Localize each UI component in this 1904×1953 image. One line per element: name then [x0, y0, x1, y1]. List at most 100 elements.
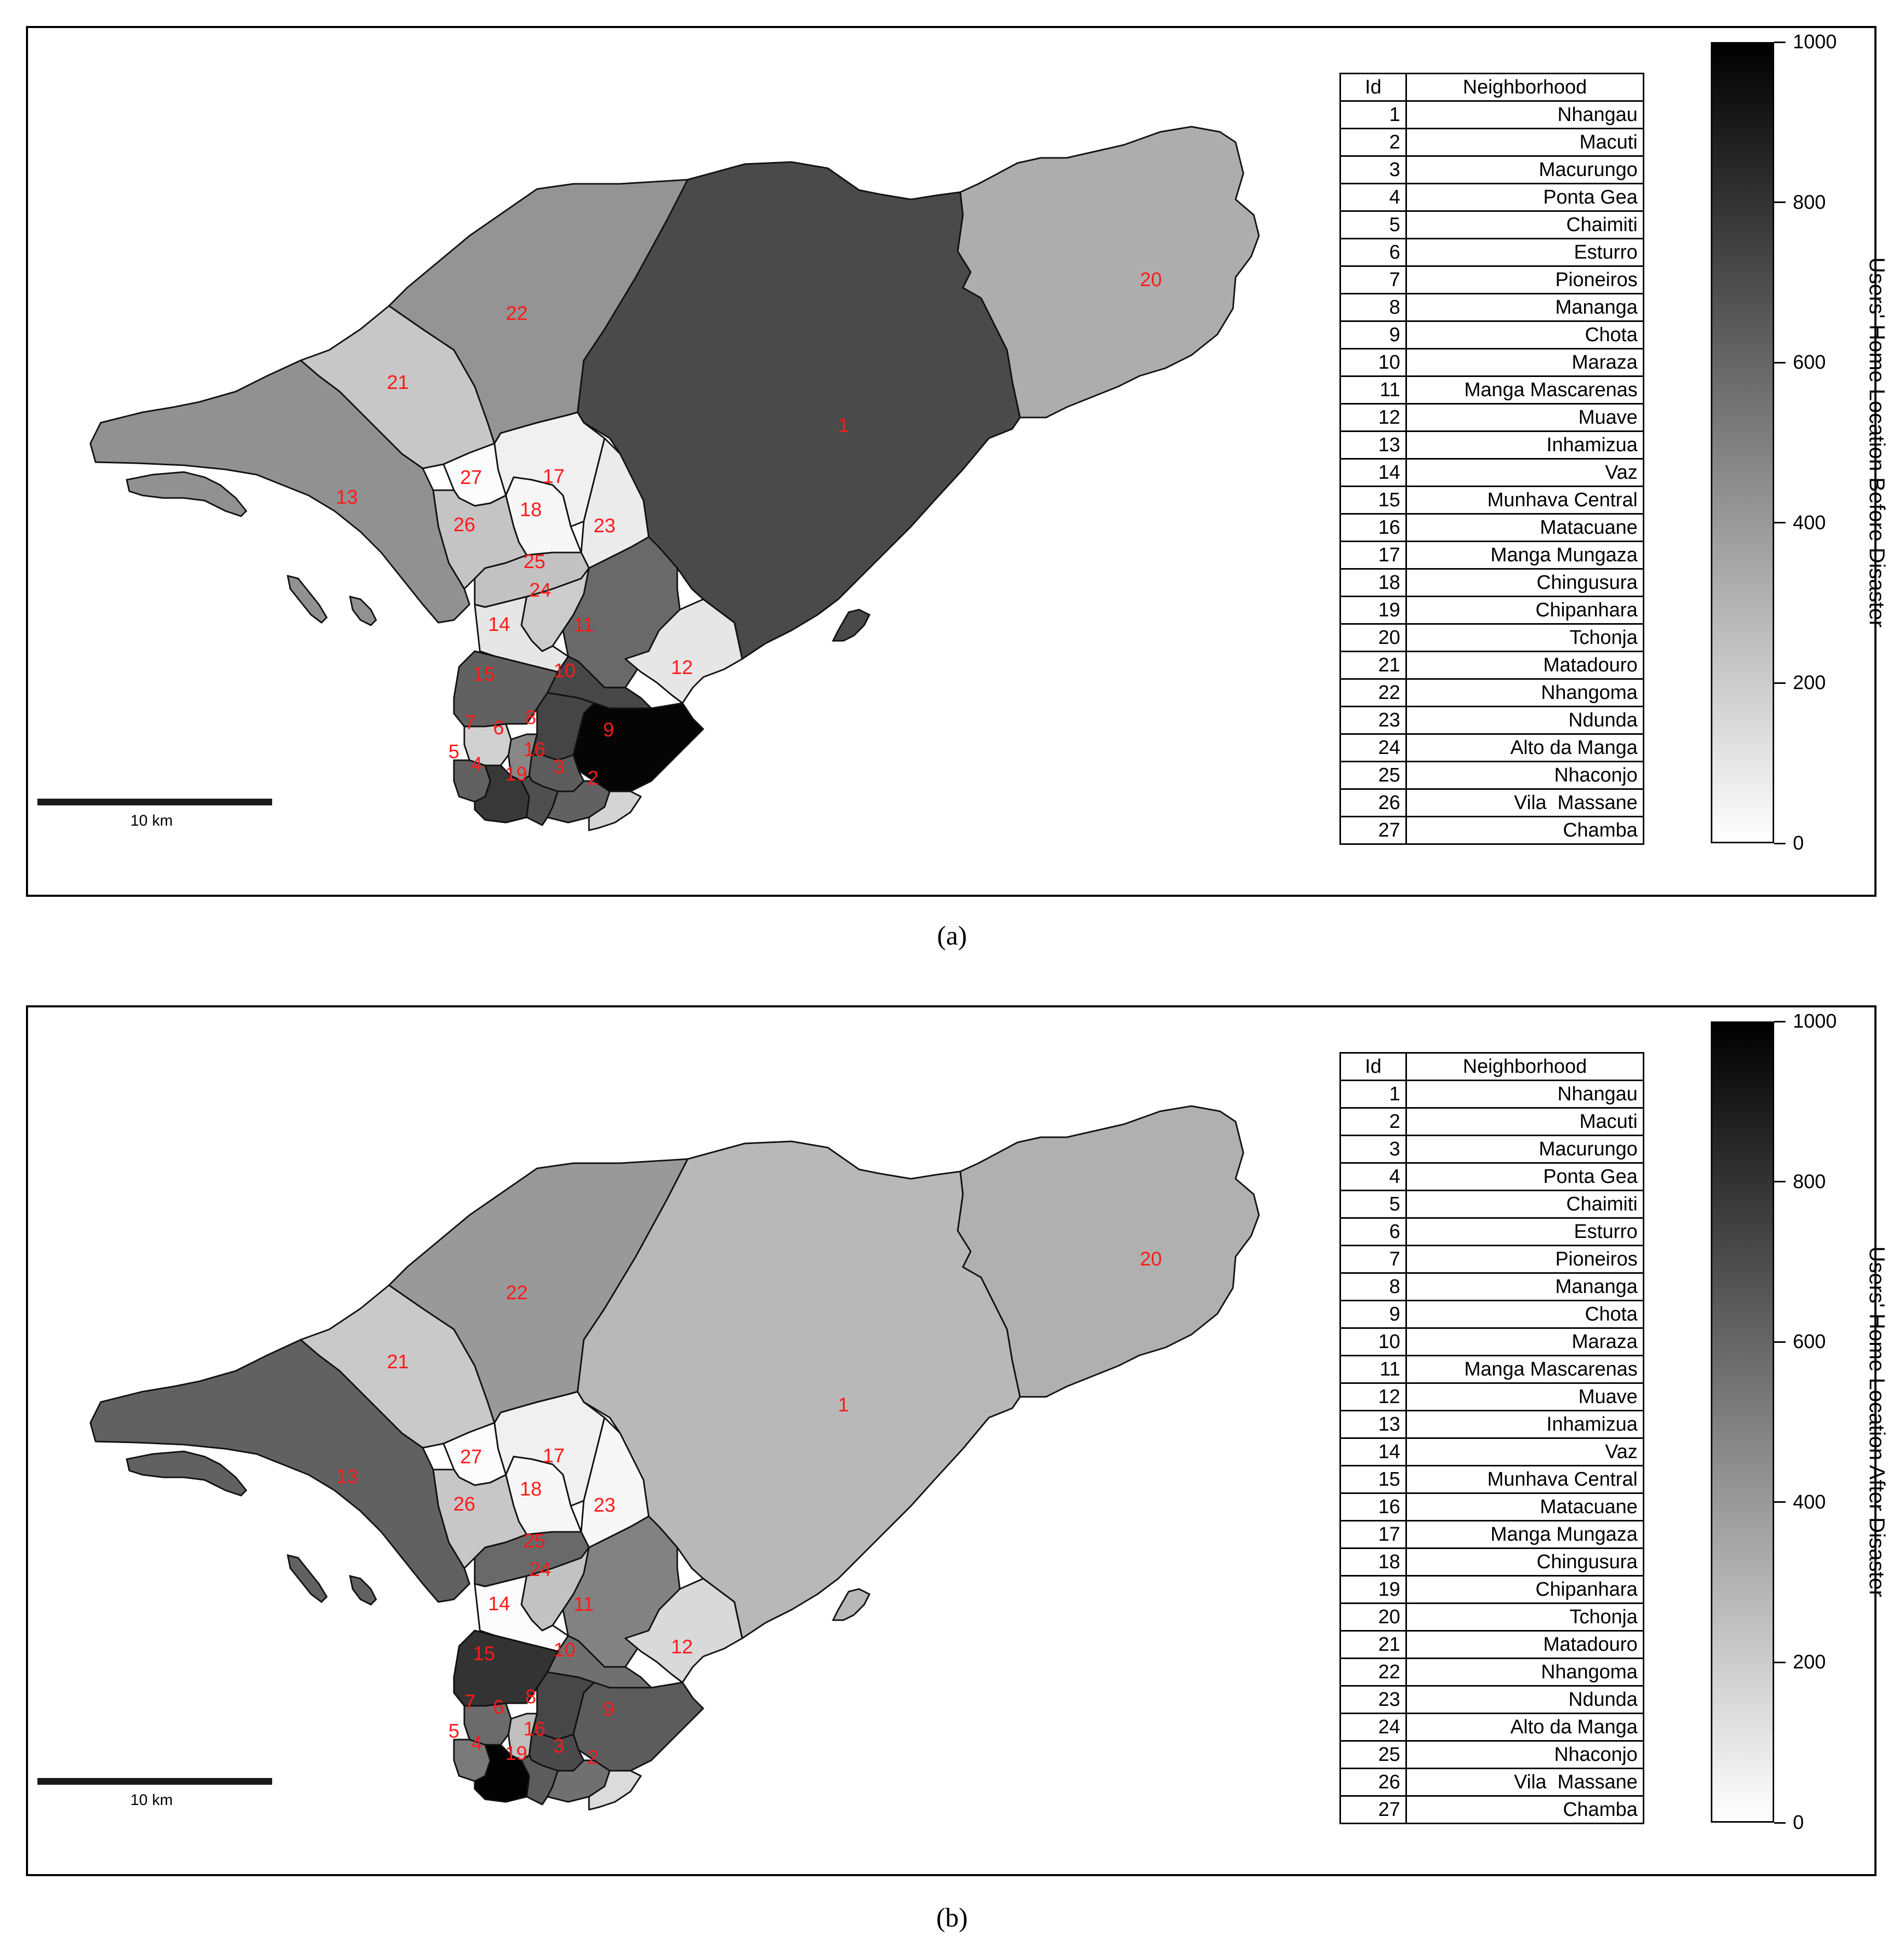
colorbar-title: Users' Home Location Before Disaster — [1865, 257, 1889, 628]
table-cell-id: 16 — [1339, 1492, 1407, 1521]
table-cell-neighborhood: Chamba — [1405, 816, 1644, 845]
table-cell-id: 18 — [1339, 568, 1407, 597]
table-cell-id: 22 — [1339, 1658, 1407, 1687]
table-cell-id: 20 — [1339, 623, 1407, 652]
region-label-16: 16 — [524, 1718, 545, 1740]
table-cell-id: 3 — [1339, 155, 1407, 184]
region-label-14: 14 — [488, 1593, 510, 1615]
table-cell-neighborhood: Matacuane — [1405, 513, 1644, 542]
region-label-26: 26 — [453, 514, 475, 536]
table-row: 23 Ndunda — [1339, 706, 1644, 735]
colorbar-tick-label: 0 — [1793, 832, 1804, 854]
table-cell-id: 5 — [1339, 210, 1407, 239]
table-cell-id: 26 — [1339, 788, 1407, 817]
table-cell-neighborhood: Manga Mascarenas — [1405, 375, 1644, 405]
colorbar-tick — [1774, 41, 1786, 43]
region-label-9: 9 — [603, 719, 614, 741]
table-row: 25 Nhaconjo — [1339, 1740, 1644, 1769]
table-cell-neighborhood: Ndunda — [1405, 1685, 1644, 1714]
table-cell-neighborhood: Manga Mascarenas — [1405, 1355, 1644, 1384]
table-cell-neighborhood: Pioneiros — [1405, 265, 1644, 294]
table-cell-neighborhood: Chaimiti — [1405, 210, 1644, 239]
region-label-2: 2 — [587, 767, 598, 789]
table-cell-neighborhood: Maraza — [1405, 348, 1644, 377]
region-label-22: 22 — [506, 1282, 528, 1304]
region-label-4: 4 — [471, 753, 482, 775]
table-header-neighborhood: Neighborhood — [1405, 73, 1644, 102]
table-row: 27 Chamba — [1339, 816, 1644, 845]
table-cell-id: 1 — [1339, 1080, 1407, 1109]
neighborhood-region-23 — [580, 1417, 650, 1548]
region-label-12: 12 — [671, 657, 693, 679]
table-cell-id: 2 — [1339, 1107, 1407, 1136]
region-label-19: 19 — [505, 763, 527, 785]
table-cell-id: 9 — [1339, 1300, 1407, 1329]
table-cell-neighborhood: Vila Massane — [1405, 788, 1644, 817]
table-cell-id: 24 — [1339, 733, 1407, 762]
table-row: 22 Nhangoma — [1339, 678, 1644, 707]
table-row: 11 Manga Mascarenas — [1339, 1355, 1644, 1384]
colorbar-tick-label: 400 — [1793, 1491, 1826, 1513]
table-row: 5 Chaimiti — [1339, 1190, 1644, 1219]
table-row: 8 Mananga — [1339, 293, 1644, 322]
table-cell-id: 26 — [1339, 1768, 1407, 1797]
table-cell-id: 22 — [1339, 678, 1407, 707]
table-row: 3 Macurungo — [1339, 155, 1644, 184]
table-cell-neighborhood: Chingusura — [1405, 568, 1644, 597]
table-cell-neighborhood: Chota — [1405, 1300, 1644, 1329]
table-row: 9 Chota — [1339, 1300, 1644, 1329]
colorbar-tick — [1774, 361, 1786, 363]
table-cell-neighborhood: Mananga — [1405, 1272, 1644, 1301]
region-label-5: 5 — [448, 741, 459, 763]
region-label-27: 27 — [460, 467, 482, 489]
colorbar-tick-label: 1000 — [1793, 31, 1837, 53]
table-cell-id: 7 — [1339, 265, 1407, 294]
table-cell-neighborhood: Manga Mungaza — [1405, 541, 1644, 570]
neighborhood-region-27 — [443, 1422, 507, 1486]
neighborhood-region-22 — [388, 1158, 689, 1424]
table-cell-id: 23 — [1339, 706, 1407, 735]
table-cell-id: 21 — [1339, 1630, 1407, 1659]
island-shape — [126, 1450, 248, 1497]
neighborhood-region-23 — [580, 437, 650, 569]
table-cell-neighborhood: Munhava Central — [1405, 1465, 1644, 1494]
region-label-16: 16 — [524, 739, 545, 761]
region-label-5: 5 — [448, 1720, 459, 1742]
table-cell-neighborhood: Vaz — [1405, 458, 1644, 487]
neighborhood-region-20 — [957, 126, 1260, 419]
table-cell-id: 17 — [1339, 541, 1407, 570]
colorbar-tick — [1774, 1822, 1786, 1824]
colorbar-tick-label: 0 — [1793, 1812, 1804, 1834]
region-label-17: 17 — [543, 466, 565, 488]
region-label-21: 21 — [387, 1351, 409, 1373]
table-row: 14 Vaz — [1339, 458, 1644, 487]
region-label-26: 26 — [453, 1493, 475, 1515]
table-cell-id: 27 — [1339, 816, 1407, 845]
table-row: 6 Esturro — [1339, 238, 1644, 267]
table-cell-id: 25 — [1339, 761, 1407, 790]
neighborhood-region-19 — [520, 775, 559, 826]
table-cell-neighborhood: Pioneiros — [1405, 1245, 1644, 1274]
region-label-2: 2 — [587, 1747, 598, 1769]
neighborhood-table: Id Neighborhood 1 Nhangau 2 Macuti 3 Macurungo 4… — [1339, 1052, 1644, 1824]
table-row: 22 Nhangoma — [1339, 1658, 1644, 1687]
table-cell-neighborhood: Nhaconjo — [1405, 1740, 1644, 1769]
region-label-9: 9 — [603, 1699, 614, 1720]
colorbar-tick — [1774, 1341, 1786, 1343]
table-row: 24 Alto da Manga — [1339, 1713, 1644, 1742]
table-cell-id: 25 — [1339, 1740, 1407, 1769]
colorbar-tick-label: 800 — [1793, 191, 1826, 213]
region-label-24: 24 — [529, 580, 551, 601]
table-cell-neighborhood: Chipanhara — [1405, 1575, 1644, 1604]
region-label-18: 18 — [520, 499, 542, 521]
region-label-13: 13 — [336, 487, 358, 508]
table-cell-id: 20 — [1339, 1602, 1407, 1632]
table-cell-id: 27 — [1339, 1795, 1407, 1824]
table-cell-neighborhood: Macurungo — [1405, 1135, 1644, 1164]
island-shape — [287, 574, 328, 624]
region-label-7: 7 — [464, 712, 475, 734]
table-cell-id: 21 — [1339, 651, 1407, 680]
table-cell-neighborhood: Tchonja — [1405, 623, 1644, 652]
table-cell-id: 19 — [1339, 1575, 1407, 1604]
caption-b: (b) — [936, 1903, 968, 1933]
